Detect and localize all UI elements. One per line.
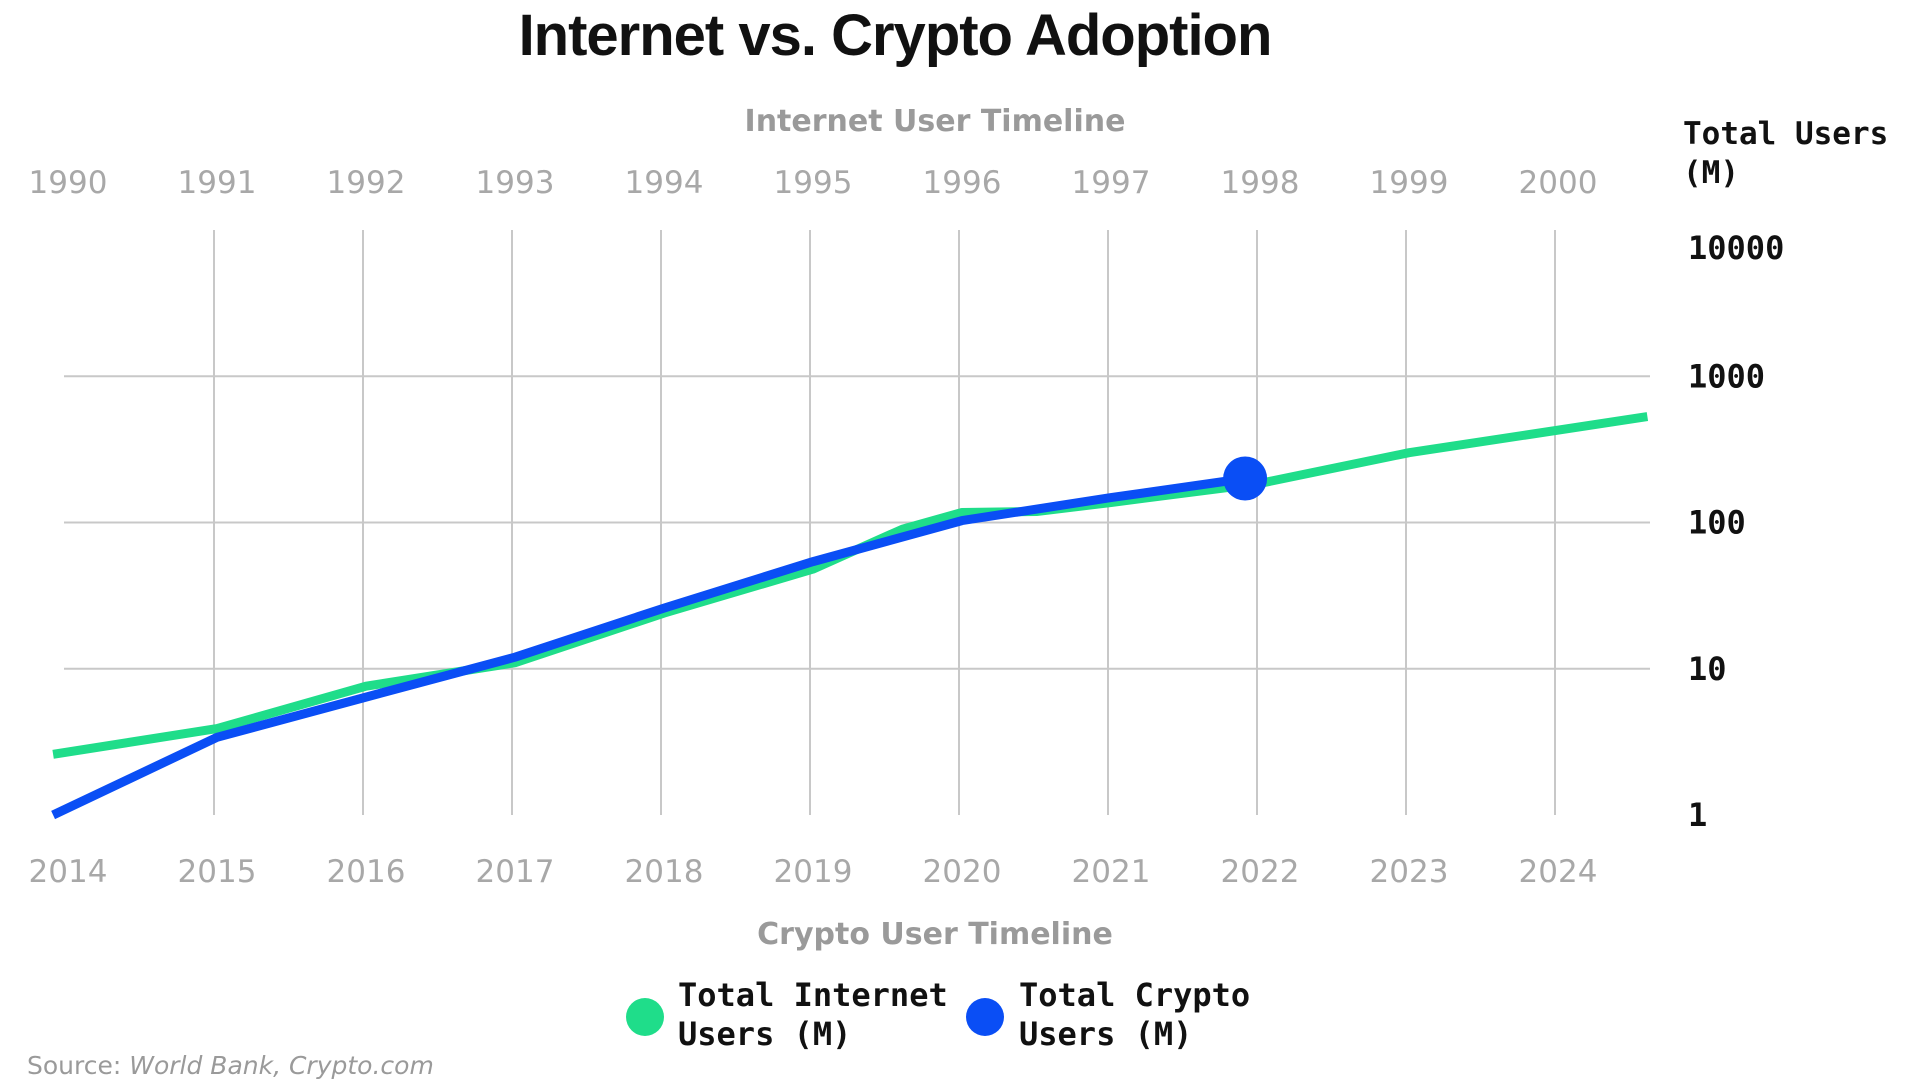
bottom-tick-label: 2016	[327, 854, 406, 890]
y-tick-label: 10	[1688, 650, 1727, 688]
bottom-tick-label: 2020	[923, 854, 1002, 890]
legend-swatch-internet	[626, 998, 664, 1036]
top-tick-label: 1998	[1221, 165, 1300, 201]
legend-label-internet-line2: Users (M)	[678, 1015, 851, 1053]
bottom-tick-label: 2015	[178, 854, 257, 890]
top-tick-label: 1997	[1072, 165, 1151, 201]
chart-title: Internet vs. Crypto Adoption	[519, 3, 1272, 68]
bottom-tick-label: 2018	[625, 854, 704, 890]
legend-swatch-crypto	[966, 998, 1004, 1036]
top-tick-label: 1994	[625, 165, 704, 201]
y-axis-title-line2: (M)	[1683, 155, 1739, 191]
crypto-users-line	[51, 474, 1246, 820]
legend-label-crypto-line1: Total Crypto	[1019, 976, 1250, 1014]
top-tick-label: 1996	[923, 165, 1002, 201]
crypto-users-endpoint	[1223, 456, 1268, 501]
y-tick-label: 100	[1688, 504, 1746, 542]
source-prefix: Source:	[27, 1051, 129, 1080]
top-axis-title: Internet User Timeline	[745, 104, 1126, 139]
y-tick-label: 1000	[1688, 357, 1765, 395]
legend-label-internet-line1: Total Internet	[678, 976, 948, 1014]
source-note: Source: World Bank, Crypto.com	[27, 1051, 434, 1080]
source-text: World Bank, Crypto.com	[129, 1051, 434, 1080]
top-tick-label: 1990	[29, 165, 108, 201]
bottom-tick-label: 2023	[1370, 854, 1449, 890]
tick-labels: 1990 1991 1992 1993 1994 1995 1996 1997 1998 1999…	[29, 165, 1785, 890]
bottom-tick-label: 2024	[1519, 854, 1598, 890]
y-tick-label: 10000	[1688, 229, 1784, 267]
bottom-tick-label: 2014	[29, 854, 108, 890]
bottom-tick-label: 2022	[1221, 854, 1300, 890]
bottom-axis-title: Crypto User Timeline	[757, 917, 1113, 952]
bottom-tick-label: 2017	[476, 854, 555, 890]
bottom-tick-label: 2019	[774, 854, 853, 890]
top-tick-label: 2000	[1519, 165, 1598, 201]
top-tick-label: 1995	[774, 165, 853, 201]
top-tick-label: 1991	[178, 165, 257, 201]
series-lines	[51, 412, 1649, 820]
top-tick-label: 1999	[1370, 165, 1449, 201]
top-tick-label: 1992	[327, 165, 406, 201]
legend: Total Internet Users (M) Total Crypto Us…	[626, 976, 1250, 1053]
grid	[64, 230, 1650, 815]
y-tick-label: 1	[1688, 796, 1707, 834]
top-tick-label: 1993	[476, 165, 555, 201]
bottom-tick-label: 2021	[1072, 854, 1151, 890]
legend-label-crypto-line2: Users (M)	[1019, 1015, 1192, 1053]
y-axis-title-line1: Total Users	[1683, 116, 1888, 152]
internet-users-line	[52, 412, 1649, 759]
